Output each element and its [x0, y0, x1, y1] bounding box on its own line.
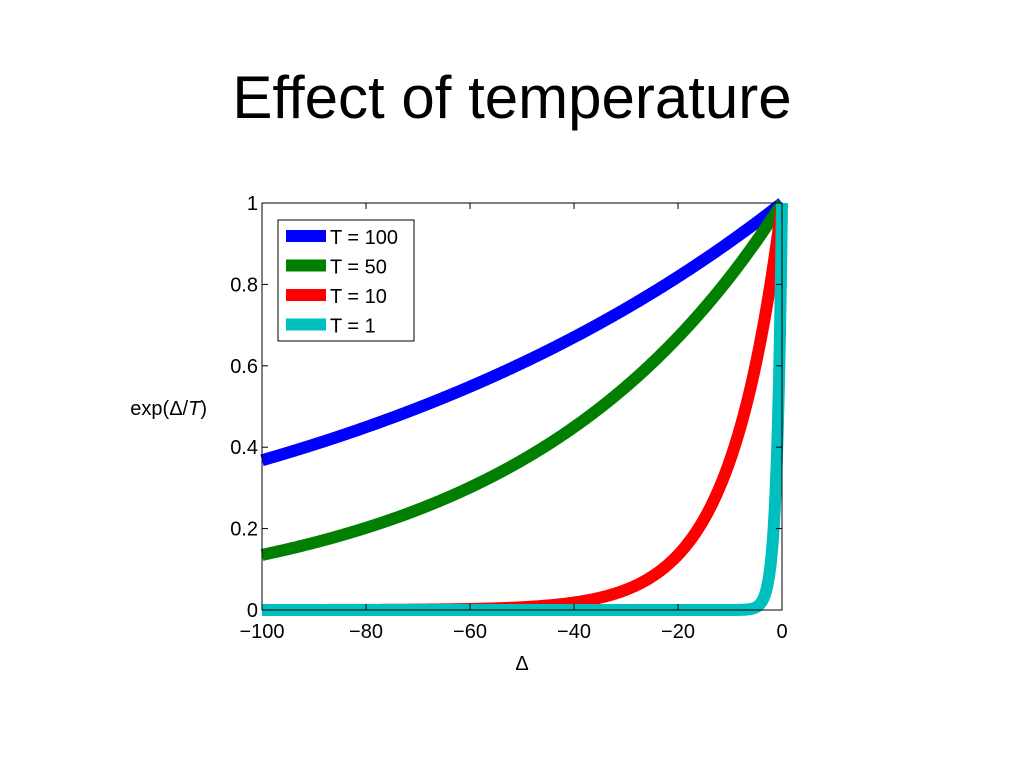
legend-label-2: T = 10 — [330, 286, 387, 308]
y-tick-label: 0.2 — [230, 519, 258, 541]
legend: T = 100 T = 50 T = 10 T = 1 — [277, 219, 415, 342]
x-tick-label: −100 — [239, 621, 284, 643]
y-axis-label-delta: Δ — [169, 398, 182, 420]
legend-label-3: T = 1 — [330, 316, 376, 338]
x-tick-label: −40 — [557, 621, 591, 643]
series-line-0 — [257, 197, 787, 467]
x-axis-label: Δ — [515, 653, 528, 675]
x-tick-label: 0 — [776, 621, 787, 643]
x-tick-label: −80 — [349, 621, 383, 643]
y-tick-label: 1 — [247, 193, 258, 215]
legend-label-0: T = 100 — [330, 227, 398, 249]
x-tick-label: −60 — [453, 621, 487, 643]
y-tick-label: 0.8 — [230, 274, 258, 296]
x-tick-label: −20 — [661, 621, 695, 643]
y-axis-label: exp(Δ/T) — [130, 398, 207, 420]
y-tick-label: 0.6 — [230, 356, 258, 378]
y-axis-label-var: T — [188, 398, 202, 420]
legend-label-1: T = 50 — [330, 257, 387, 279]
slide-title: Effect of temperature — [232, 64, 792, 131]
y-tick-label: 0 — [247, 600, 258, 622]
y-tick-label: 0.4 — [230, 437, 258, 459]
ticks-layer: −100 −80 −60 −40 −20 0 0 0.2 0.4 0.6 0.8 1 — [230, 193, 787, 643]
y-axis-label-slash: / — [183, 398, 189, 420]
y-axis-label-prefix: exp( — [130, 398, 169, 420]
axes-box — [261, 202, 783, 611]
y-axis-label-suffix: ) — [200, 398, 207, 420]
series-line-1 — [257, 198, 788, 561]
